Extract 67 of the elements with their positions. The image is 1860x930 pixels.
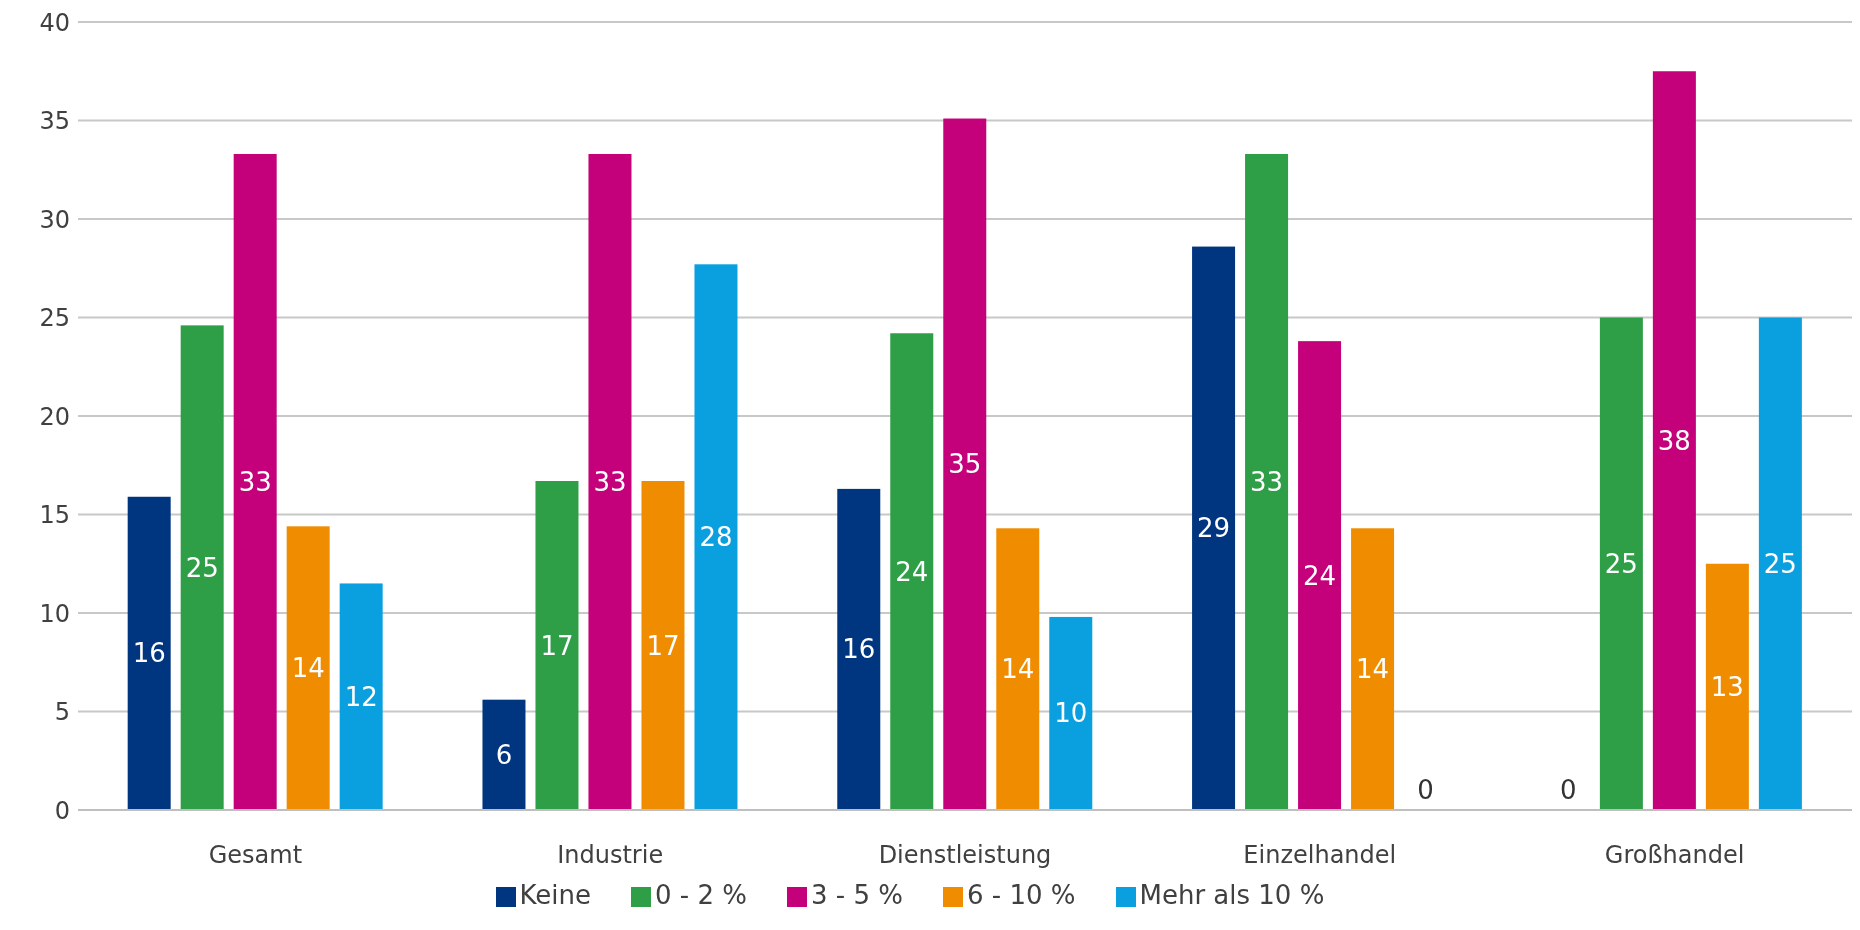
bar [1245, 153, 1289, 810]
data-label: 33 [593, 466, 627, 497]
data-label: 35 [948, 449, 982, 480]
y-tick-label: 15 [39, 501, 70, 530]
bar [694, 264, 738, 810]
data-label: 25 [1604, 548, 1638, 579]
data-label: 16 [842, 634, 876, 665]
data-label: 14 [1001, 654, 1035, 685]
y-tick-label: 40 [39, 8, 70, 37]
bar [641, 481, 685, 810]
bar [127, 496, 171, 810]
bar [1192, 246, 1236, 810]
data-label: 12 [344, 681, 378, 712]
data-label: 25 [1763, 548, 1797, 579]
bar [535, 481, 579, 810]
bar [1599, 317, 1643, 810]
legend-label: 3 - 5 % [811, 880, 903, 910]
data-label: 25 [185, 552, 219, 583]
x-tick-label: Großhandel [1604, 841, 1745, 870]
y-tick-label: 35 [39, 107, 70, 136]
data-label: 38 [1657, 425, 1691, 456]
bar [890, 333, 934, 810]
y-tick-label: 10 [39, 599, 70, 628]
data-label: 0 [1417, 775, 1434, 805]
bar [943, 118, 987, 810]
legend-label: 6 - 10 % [966, 880, 1076, 910]
y-tick-label: 20 [39, 402, 70, 431]
data-label: 6 [495, 739, 513, 770]
data-label: 0 [1560, 775, 1577, 805]
bar [1049, 616, 1093, 810]
bar [837, 488, 881, 810]
legend-label: Keine [519, 880, 592, 910]
bar [996, 528, 1040, 810]
x-tick-label: Einzelhandel [1243, 841, 1397, 870]
bar [1652, 71, 1696, 810]
y-tick-label: 0 [54, 796, 70, 825]
data-label: 14 [1356, 654, 1390, 685]
data-label: 29 [1197, 513, 1231, 544]
data-label: 24 [895, 556, 929, 587]
bar [1298, 341, 1342, 810]
data-label: 14 [291, 653, 325, 684]
y-tick-label: 30 [39, 205, 70, 234]
data-label: 10 [1054, 698, 1088, 729]
legend-label: Mehr als 10 % [1139, 880, 1325, 910]
y-tick-label: 5 [54, 698, 70, 727]
x-tick-label: Industrie [557, 841, 664, 870]
bar [339, 583, 383, 810]
data-label: 17 [646, 630, 680, 661]
y-tick-label: 25 [39, 304, 70, 333]
legend-label: 0 - 2 % [655, 880, 748, 910]
bar [180, 325, 224, 810]
x-tick-label: Dienstleistung [878, 841, 1052, 870]
bar [482, 699, 526, 810]
data-label: 33 [1250, 466, 1284, 497]
bar [286, 526, 330, 810]
data-label: 13 [1710, 671, 1744, 702]
x-tick-label: Gesamt [208, 841, 303, 870]
data-label: 16 [132, 638, 166, 669]
data-label: 33 [238, 466, 272, 497]
bar [1705, 563, 1749, 810]
bar [588, 153, 632, 810]
data-label: 17 [540, 630, 574, 661]
bar [233, 153, 277, 810]
data-label: 28 [699, 522, 733, 553]
bar [1351, 528, 1395, 810]
data-label: 24 [1303, 560, 1337, 591]
bar [1758, 317, 1802, 810]
